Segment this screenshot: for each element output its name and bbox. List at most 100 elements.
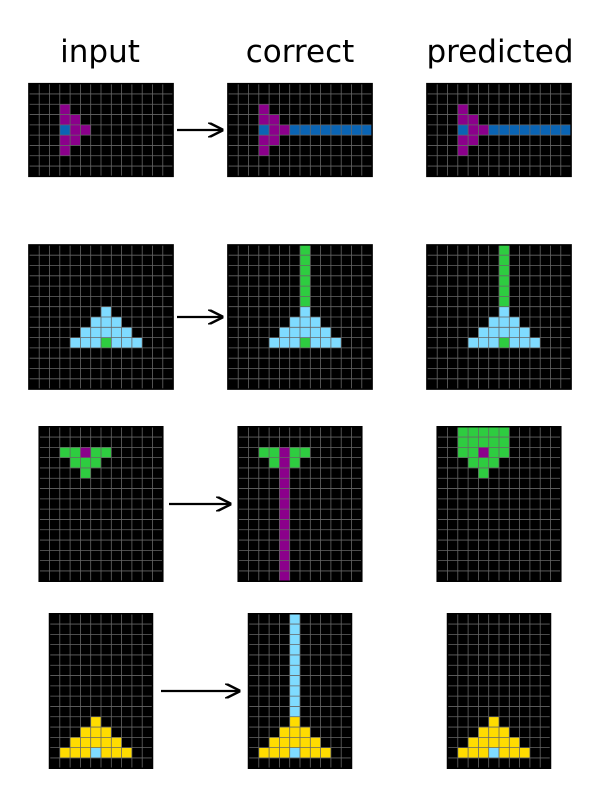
grid-cell-green: [499, 437, 510, 448]
grid-cell-green: [488, 447, 499, 458]
grid-cell-lightblue: [279, 337, 290, 348]
grid-cell-purple: [279, 519, 290, 530]
grid-cell-purple: [279, 498, 290, 510]
grid-cell-lightblue: [300, 327, 311, 338]
grid-cell-green: [499, 286, 510, 297]
grid-cell-green: [468, 426, 479, 438]
grid-cell-green: [101, 447, 112, 458]
grid-cell-yellow: [80, 727, 91, 738]
grid-cell-lightblue: [488, 327, 499, 338]
grid-cell-lightblue: [289, 696, 300, 707]
grid-cell-purple: [59, 114, 71, 125]
grid-cell-yellow: [101, 737, 112, 748]
grid-cell-yellow: [289, 716, 300, 728]
grid-cell-lightblue: [90, 747, 101, 758]
grid-cell-green: [478, 467, 489, 479]
grid-cell-yellow: [101, 727, 112, 738]
grid-cell-yellow: [279, 747, 290, 758]
grid-cell-yellow: [90, 737, 101, 748]
column-header-predicted: predicted: [426, 34, 574, 70]
grid-cell-blue: [540, 124, 551, 136]
grid-cell-green: [80, 467, 91, 479]
grid-cell-yellow: [310, 747, 321, 758]
grid-cell-lightblue: [499, 327, 510, 338]
grid-cell-lightblue: [310, 327, 321, 338]
grid-cell-yellow: [269, 737, 280, 748]
grid-cell-lightblue: [279, 327, 290, 338]
grid-input-1: [28, 82, 174, 178]
grid-cell-purple: [59, 104, 71, 115]
grid-cell-lightblue: [289, 654, 300, 666]
grid-cell-yellow: [70, 747, 81, 758]
grid-cell-green: [90, 457, 101, 468]
grid-cell-lightblue: [111, 327, 122, 338]
grid-cell-lightblue: [289, 317, 300, 328]
grid-border: [48, 613, 154, 769]
grid-cell-green: [70, 447, 81, 458]
grid-cell-lightblue: [121, 327, 132, 338]
grid-cell-lightblue: [289, 675, 300, 686]
grid-cell-green: [478, 457, 489, 468]
grid-cell-blue: [341, 124, 352, 136]
gridlines: [426, 83, 572, 177]
grid-cell-blue: [289, 124, 300, 136]
grid-cell-yellow: [320, 747, 331, 758]
grid-cell-green: [488, 457, 499, 468]
grid-cell-lightblue: [478, 327, 489, 338]
gridlines: [39, 426, 163, 582]
gridlines: [227, 83, 373, 177]
grid-cell-yellow: [80, 747, 91, 758]
grid-cell-green: [499, 255, 510, 266]
grid-cell-yellow: [279, 727, 290, 738]
grid-cell-yellow: [269, 747, 280, 758]
grid-cell-lightblue: [320, 327, 331, 338]
grid-cell-green: [90, 447, 101, 458]
grid-cell-lightblue: [488, 747, 499, 758]
grid-cell-green: [478, 437, 489, 448]
grid-cell-lightblue: [289, 337, 300, 348]
grid-cell-lightblue: [121, 337, 132, 348]
grid-cell-purple: [59, 145, 71, 156]
grid-cell-green: [499, 447, 510, 458]
grid-cell-purple: [478, 124, 489, 136]
grid-input-4: [48, 613, 154, 769]
grid-cell-lightblue: [269, 337, 280, 348]
grid-cell-green: [457, 447, 469, 458]
grid-cell-purple: [80, 447, 91, 458]
grid-cell-yellow: [300, 737, 311, 748]
grid-cell-yellow: [289, 727, 300, 738]
grid-cell-purple: [457, 104, 469, 115]
grid-cell-lightblue: [519, 337, 530, 348]
grid-cell-purple: [279, 478, 290, 489]
grid-cell-lightblue: [468, 337, 479, 348]
grid-cell-yellow: [488, 737, 499, 748]
grid-border: [28, 82, 174, 178]
grid-cell-green: [101, 337, 112, 348]
grid-cell-green: [300, 255, 311, 266]
grid-cell-purple: [468, 124, 479, 136]
grid-border: [237, 426, 363, 582]
grid-cell-lightblue: [289, 665, 300, 676]
grid-cell-green: [457, 437, 469, 448]
grid-correct-3: [237, 426, 363, 582]
grid-cell-lightblue: [289, 634, 300, 645]
grid-cell-blue: [300, 124, 311, 136]
grid-cell-lightblue: [101, 306, 112, 317]
grid-border: [436, 426, 562, 582]
grid-correct-1: [227, 82, 373, 178]
grid-cell-lightblue: [80, 327, 91, 338]
grid-cell-blue: [59, 124, 71, 136]
grid-predicted-4: [446, 613, 552, 769]
grid-cell-purple: [457, 145, 469, 156]
grid-cell-yellow: [59, 747, 71, 758]
grid-input-2: [28, 244, 174, 390]
grid-border: [38, 426, 164, 582]
grid-cell-yellow: [478, 737, 489, 748]
grid-cell-yellow: [258, 747, 270, 758]
grid-cell-blue: [488, 124, 499, 136]
grid-cell-lightblue: [289, 613, 300, 625]
grid-cell-purple: [468, 114, 479, 125]
grid-cell-lightblue: [509, 337, 520, 348]
grid-cell-lightblue: [488, 317, 499, 328]
grid-cell-yellow: [111, 747, 122, 758]
